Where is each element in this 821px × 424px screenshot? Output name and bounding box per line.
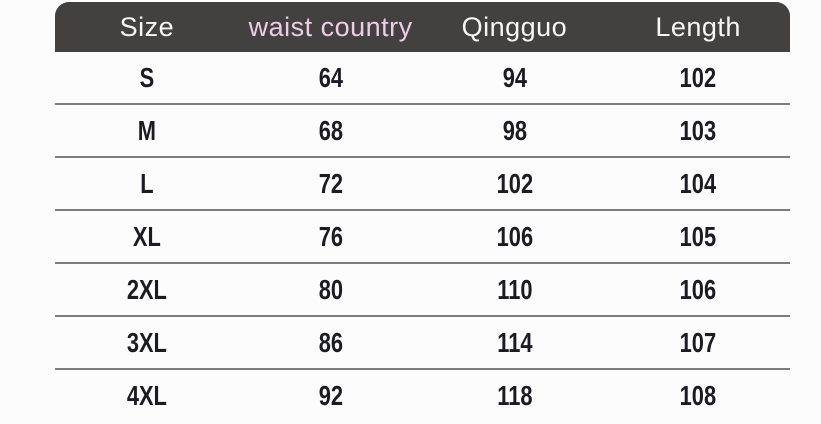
size-cell: 4XL (126, 379, 167, 411)
size-cell: XL (132, 220, 161, 252)
header-waist-country: waist country (248, 11, 413, 42)
table-row-m: M 68 98 103 (55, 105, 790, 158)
qingguo-cell: 114 (496, 326, 532, 358)
waist-cell: 72 (318, 167, 343, 199)
qingguo-cell: 102 (496, 167, 533, 199)
header-length: Length (655, 11, 741, 42)
table-row-xl: XL 76 106 105 (55, 211, 790, 264)
qingguo-cell: 106 (496, 220, 533, 252)
length-cell: 107 (679, 326, 717, 358)
waist-cell: 64 (318, 61, 343, 93)
table-row-l: L 72 102 104 (55, 158, 790, 211)
size-cell: 3XL (126, 326, 167, 358)
size-chart-table: Size waist country Qingguo Length S 64 9… (55, 2, 790, 421)
waist-cell: 92 (318, 379, 343, 411)
length-cell: 105 (679, 220, 717, 252)
waist-cell: 80 (318, 273, 343, 305)
table-row-4xl: 4XL 92 118 108 (55, 370, 790, 421)
length-cell: 104 (679, 167, 717, 199)
qingguo-cell: 110 (496, 273, 532, 305)
waist-cell: 68 (318, 114, 343, 146)
qingguo-cell: 94 (502, 61, 527, 93)
header-size: Size (119, 11, 175, 42)
size-cell: S (139, 61, 155, 93)
size-cell: 2XL (126, 273, 167, 305)
waist-cell: 76 (318, 220, 343, 252)
qingguo-cell: 118 (496, 379, 532, 411)
waist-cell: 86 (318, 326, 343, 358)
table-row-2xl: 2XL 80 110 106 (55, 264, 790, 317)
length-cell: 102 (679, 61, 717, 93)
length-cell: 103 (679, 114, 717, 146)
table-row-3xl: 3XL 86 114 107 (55, 317, 790, 370)
size-cell: L (140, 167, 154, 199)
table-row-s: S 64 94 102 (55, 52, 790, 105)
qingguo-cell: 98 (502, 114, 527, 146)
table-header-row: Size waist country Qingguo Length (55, 2, 790, 52)
size-cell: M (137, 114, 156, 146)
header-qingguo: Qingguo (461, 11, 568, 42)
length-cell: 108 (679, 379, 717, 411)
length-cell: 106 (679, 273, 717, 305)
